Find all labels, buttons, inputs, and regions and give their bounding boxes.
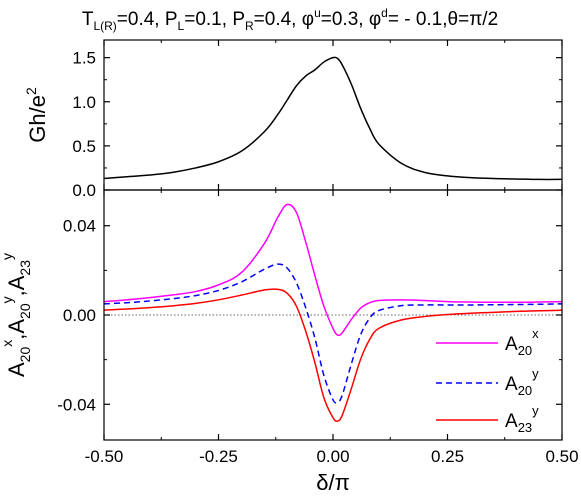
top-ytick-label-0: 0.0 <box>72 181 96 200</box>
legend-label-0: A20x <box>505 326 539 358</box>
bottom-ylabel-rest-0: , <box>4 334 29 340</box>
legend-name-0: A <box>505 334 518 355</box>
top-ylabel-sup: 2 <box>23 87 39 95</box>
bottom-series-group <box>103 203 563 422</box>
bottom-ylabel-sup-1: y <box>0 296 15 303</box>
bottom-xtick-label-1: -0.25 <box>199 447 238 466</box>
bottom-ylabel-part-0: A <box>4 362 29 377</box>
title-rest-3: =0.3, <box>321 9 369 30</box>
title-sub-1: L <box>178 19 185 33</box>
top-plot-frame <box>103 39 563 191</box>
bottom-ylabel-rest-1: , <box>4 290 29 296</box>
title-part-3: φ <box>302 9 314 30</box>
bottom-xtick-label-4: 0.50 <box>545 447 578 466</box>
title-sup-3: u <box>314 6 321 20</box>
bottom-series-line-1 <box>103 263 563 404</box>
legend-sub-2: 23 <box>518 420 532 435</box>
legend-sup-1: y <box>532 366 539 381</box>
bottom-xtick-label-0: -0.50 <box>85 447 124 466</box>
title-rest-1: =0.1, <box>184 9 232 30</box>
bottom-ylabel-part-1: A <box>4 319 29 334</box>
title-sub-0: L(R) <box>93 19 116 33</box>
top-ticks: 0.0 0.5 1.0 1.5 <box>72 40 563 200</box>
legend-sup-0: x <box>532 326 539 341</box>
top-y-axis-label: Gh/e2 <box>23 87 50 143</box>
chart-title: TL(R)=0.4, PL=0.1, PR=0.4, φu=0.3, φd= -… <box>82 6 498 33</box>
bottom-series-line-0 <box>103 203 563 337</box>
top-panel: 0.0 0.5 1.0 1.5 Gh/e2 <box>23 39 563 200</box>
legend-label-2: A23y <box>505 403 539 435</box>
title-rest-4: = - 0.1,θ=π/2 <box>388 9 498 30</box>
bottom-ticks: -0.04 0.00 0.04 -0.50 -0.25 0.00 0.25 0.50 <box>57 190 579 466</box>
title-part-0: T <box>82 9 94 30</box>
bottom-ytick-label-2: 0.04 <box>63 217 96 236</box>
bottom-ylabel-sup-2: y <box>0 253 15 260</box>
bottom-ylabel-part-2: A <box>4 275 29 290</box>
legend-sup-2: y <box>532 403 539 418</box>
bottom-ylabel-sub-1: 20 <box>17 303 33 319</box>
bottom-panel: -0.040.000.04-0.50 -0.25 0.00 0.25 0.50 A20x… <box>0 189 579 495</box>
title-part-2: P <box>232 9 245 30</box>
title-sup-4: d <box>381 6 388 20</box>
x-axis-label: δ/π <box>316 470 350 495</box>
legend-name-2: A <box>505 411 518 432</box>
bottom-ylabel-sup-0: x <box>0 340 15 347</box>
legend-sub-0: 20 <box>518 343 532 358</box>
bottom-y-axis-label: A20x,A20y,A23y <box>0 253 33 377</box>
title-rest-0: =0.4, <box>117 9 165 30</box>
title-sub-2: R <box>245 19 254 33</box>
bottom-ylabel-sub-0: 20 <box>17 347 33 363</box>
bottom-ylabel-sub-2: 23 <box>17 260 33 276</box>
title-part-4: φ <box>369 9 381 30</box>
top-series-line-0 <box>103 56 563 181</box>
title-part-1: P <box>165 9 178 30</box>
top-series-group <box>103 56 563 181</box>
title-rest-2: =0.4, <box>254 9 302 30</box>
legend-name-1: A <box>505 374 518 395</box>
top-ylabel-main: Gh/e <box>25 95 50 143</box>
top-ytick-label-1: 0.5 <box>72 137 96 156</box>
bottom-ytick-label-0: -0.04 <box>57 395 96 414</box>
bottom-xtick-label-3: 0.25 <box>431 447 464 466</box>
legend-sub-1: 20 <box>518 383 532 398</box>
top-ytick-label-2: 1.0 <box>72 93 96 112</box>
bottom-series-line-2 <box>103 288 563 422</box>
bottom-xtick-label-2: 0.00 <box>316 447 349 466</box>
top-ytick-label-3: 1.5 <box>72 49 96 68</box>
legend-label-1: A20y <box>505 366 539 398</box>
bottom-ytick-label-1: 0.00 <box>63 306 96 325</box>
